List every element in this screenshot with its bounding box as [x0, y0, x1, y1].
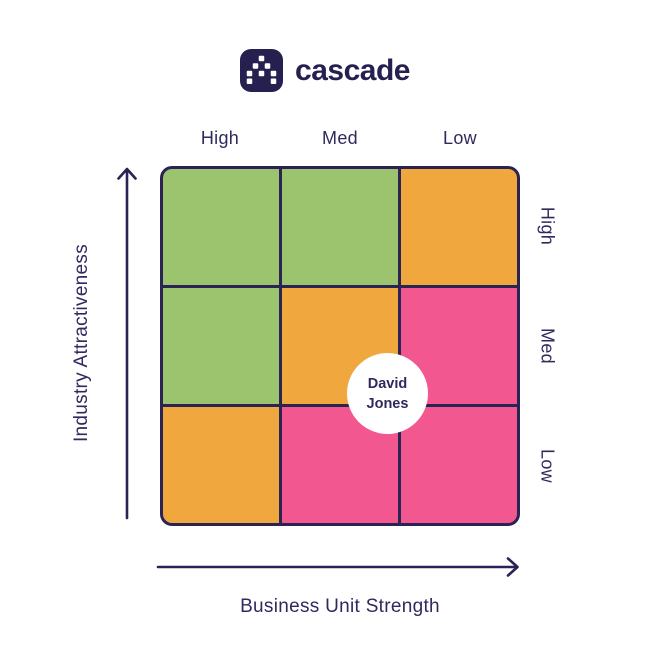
- matrix-cell-r2c0: [163, 407, 279, 523]
- row-header-high: High: [537, 206, 558, 246]
- row-header-med: Med: [537, 328, 558, 364]
- x-axis-arrow-icon: [156, 557, 519, 577]
- matrix-cell-r1c0: [163, 288, 279, 404]
- column-headers: High Med Low: [160, 128, 520, 149]
- brand-wordmark: cascade: [295, 53, 410, 87]
- matrix-cell-r2c2: [401, 407, 517, 523]
- column-header-med: Med: [322, 128, 358, 148]
- marker-name-line1: David: [367, 375, 408, 392]
- column-header-high: High: [200, 128, 240, 148]
- y-axis-arrow-icon: [117, 167, 137, 520]
- marker-name-line2: Jones: [366, 395, 409, 412]
- brand-logo: cascade: [0, 49, 650, 92]
- matrix-cell-r0c2: [401, 169, 517, 285]
- row-header-low: Low: [537, 449, 558, 483]
- column-header-low: Low: [443, 128, 477, 148]
- business-unit-marker: David Jones: [347, 353, 428, 434]
- x-axis-label: Business Unit Strength: [240, 596, 440, 617]
- cascade-dots-a-icon: [246, 55, 277, 84]
- cascade-logo-icon: [240, 49, 284, 92]
- matrix-cell-r0c0: [163, 169, 279, 285]
- nine-box-matrix: [160, 166, 520, 526]
- matrix-cell-r0c1: [282, 169, 398, 285]
- y-axis-label: Industry Attractiveness: [71, 243, 92, 443]
